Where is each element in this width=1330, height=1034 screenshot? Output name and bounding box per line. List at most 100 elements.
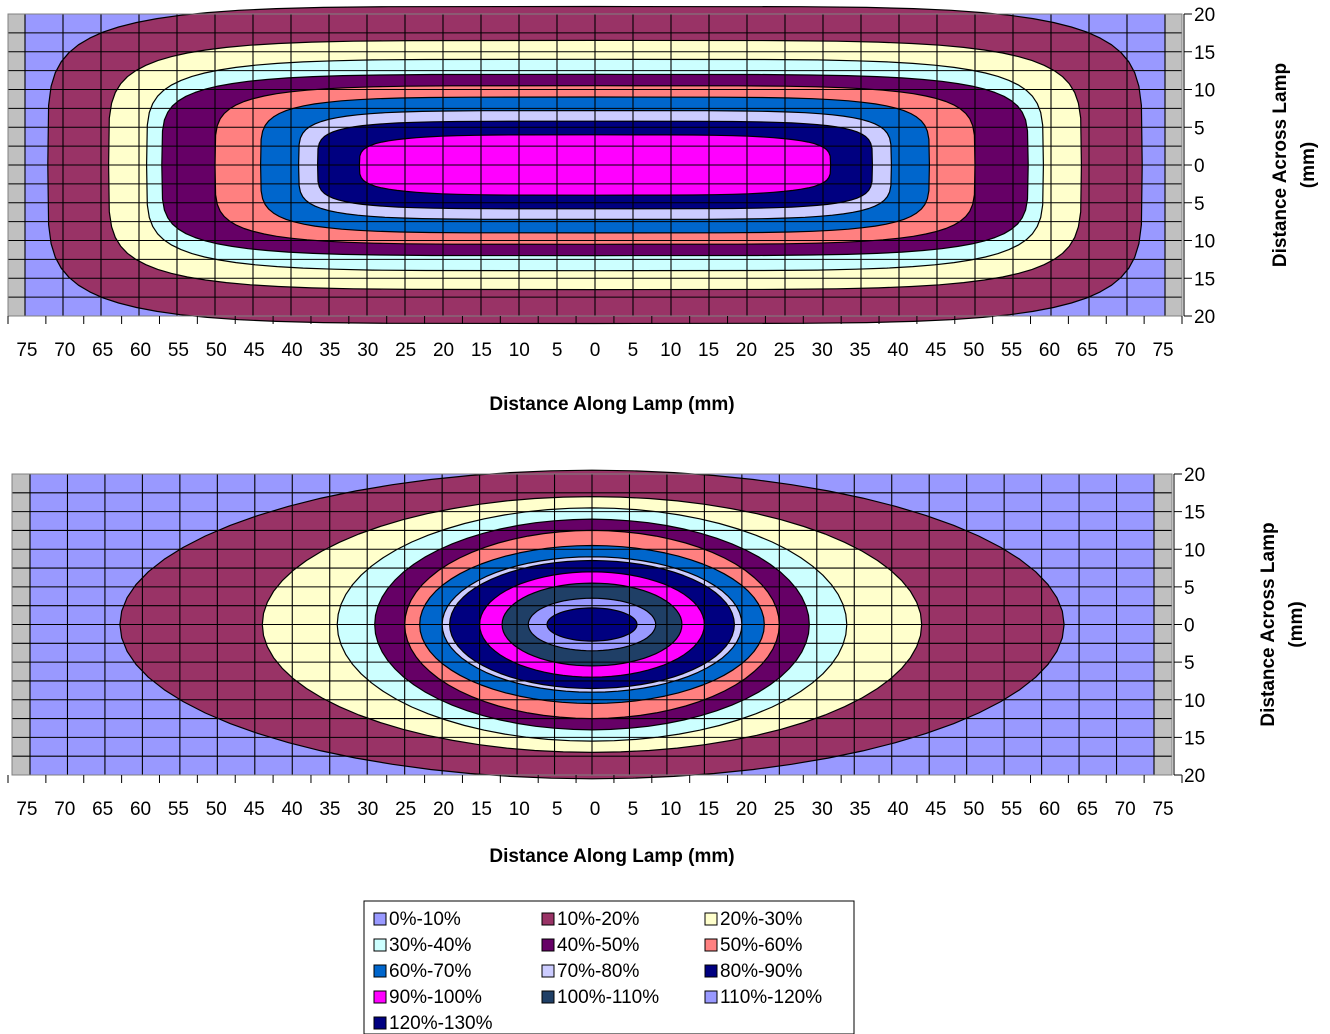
contour-chart-top: 75 70 65 60 55 50 45 40 35 30 25 20 15 10 5 0 5 10 15 20 25 3… [7, 5, 1319, 415]
x-tick-label: 0 [590, 799, 601, 820]
x-tick-label: 40 [281, 340, 302, 361]
x-tick-label: 15 [698, 340, 719, 361]
legend-label: 0%-10% [389, 909, 461, 930]
x-tick-label: 70 [54, 340, 75, 361]
legend-label: 10%-20% [557, 909, 639, 930]
legend-label: 60%-70% [389, 961, 471, 982]
x-tick-label: 75 [16, 340, 37, 361]
x-tick-label: 20 [433, 799, 454, 820]
x-tick-label: 35 [850, 799, 871, 820]
x-tick-label: 35 [319, 340, 340, 361]
x-tick-label: 40 [887, 340, 908, 361]
x-tick-label: 60 [130, 340, 151, 361]
y-tick-label: 0 [1194, 156, 1205, 177]
x-tick-label: 20 [433, 340, 454, 361]
legend-swatch [541, 964, 555, 978]
x-tick-label: 65 [1077, 799, 1098, 820]
x-tick-label: 55 [168, 799, 189, 820]
x-tick-label: 0 [590, 340, 601, 361]
x-tick-label: 20 [736, 799, 757, 820]
y-tick-label: 10 [1194, 81, 1215, 102]
x-tick-label: 10 [509, 799, 530, 820]
legend-label: 30%-40% [389, 935, 471, 956]
y-tick-label: 10 [1184, 691, 1205, 712]
contour-chart-bottom: 75 70 65 60 55 50 45 40 35 30 25 20 15 10 5 0 5 10 15 20 25 3… [7, 465, 1307, 867]
y-tick-label: 20 [1184, 465, 1205, 486]
legend-label: 90%-100% [389, 987, 482, 1008]
x-tick-label: 25 [395, 799, 416, 820]
x-tick-label: 65 [1077, 340, 1098, 361]
x-tick-label: 15 [471, 340, 492, 361]
x-tick-label: 75 [1152, 340, 1173, 361]
x-tick-label: 30 [812, 340, 833, 361]
legend-box [363, 900, 855, 1034]
legend-label: 20%-30% [720, 909, 802, 930]
plot-border [7, 13, 1183, 317]
x-tick-label: 5 [552, 340, 563, 361]
legend-swatch [541, 990, 555, 1004]
x-tick-label: 60 [1039, 799, 1060, 820]
x-tick-label: 10 [660, 799, 681, 820]
x-tick-label: 15 [698, 799, 719, 820]
legend-swatch [373, 1016, 387, 1030]
x-tick-label: 25 [395, 340, 416, 361]
x-tick-label: 70 [54, 799, 75, 820]
y-tick-label: 20 [1194, 307, 1215, 328]
y-tick-label: 10 [1184, 540, 1205, 561]
x-tick-label: 20 [736, 340, 757, 361]
x-tick-label: 75 [16, 799, 37, 820]
legend-swatch [541, 938, 555, 952]
x-tick-label: 65 [92, 340, 113, 361]
x-tick-label: 10 [509, 340, 530, 361]
x-tick-label: 30 [357, 799, 378, 820]
y-tick-label: 10 [1194, 232, 1215, 253]
x-tick-label: 5 [628, 340, 639, 361]
x-tick-label: 55 [1001, 799, 1022, 820]
y-tick-label: 5 [1194, 118, 1205, 139]
legend-label: 100%-110% [557, 987, 659, 1008]
x-tick-label: 50 [963, 340, 984, 361]
legend-label: 80%-90% [720, 961, 802, 982]
y-tick-label: 0 [1184, 616, 1195, 637]
x-tick-label: 30 [357, 340, 378, 361]
legend-swatch [704, 964, 718, 978]
x-tick-label: 75 [1152, 799, 1173, 820]
x-tick-label: 15 [471, 799, 492, 820]
x-tick-label: 10 [660, 340, 681, 361]
x-tick-label: 45 [925, 799, 946, 820]
plot-border [11, 473, 1173, 776]
x-tick-label: 50 [206, 340, 227, 361]
x-tick-label: 55 [168, 340, 189, 361]
legend-label: 70%-80% [557, 961, 639, 982]
x-tick-label: 35 [850, 340, 871, 361]
x-tick-label: 30 [812, 799, 833, 820]
x-tick-label: 55 [1001, 340, 1022, 361]
x-tick-label: 60 [130, 799, 151, 820]
legend-swatch [704, 938, 718, 952]
x-tick-label: 45 [244, 340, 265, 361]
grid [8, 13, 1182, 317]
x-tick-label: 5 [628, 799, 639, 820]
legend-swatch [541, 912, 555, 926]
x-axis-title: Distance Along Lamp (mm) [489, 846, 734, 867]
y-tick-label: 5 [1184, 578, 1195, 599]
x-tick-label: 5 [552, 799, 563, 820]
x-tick-label: 70 [1115, 799, 1136, 820]
y-tick-label: 20 [1194, 5, 1215, 26]
y-tick-label: 5 [1194, 194, 1205, 215]
legend-label: 120%-130% [389, 1013, 493, 1034]
x-axis-title: Distance Along Lamp (mm) [489, 394, 734, 415]
y-tick-label: 15 [1194, 43, 1215, 64]
legend-swatch [373, 938, 387, 952]
x-tick-label: 35 [319, 799, 340, 820]
x-tick-label: 25 [774, 340, 795, 361]
legend-label: 40%-50% [557, 935, 639, 956]
legend-swatch [373, 990, 387, 1004]
y-tick-label: 5 [1184, 653, 1195, 674]
x-tick-label: 60 [1039, 340, 1060, 361]
legend-label: 110%-120% [720, 987, 822, 1008]
y-axis-title: Distance Across Lamp (mm) [1270, 63, 1319, 267]
y-tick-label: 15 [1184, 503, 1205, 524]
legend-swatch [704, 990, 718, 1004]
